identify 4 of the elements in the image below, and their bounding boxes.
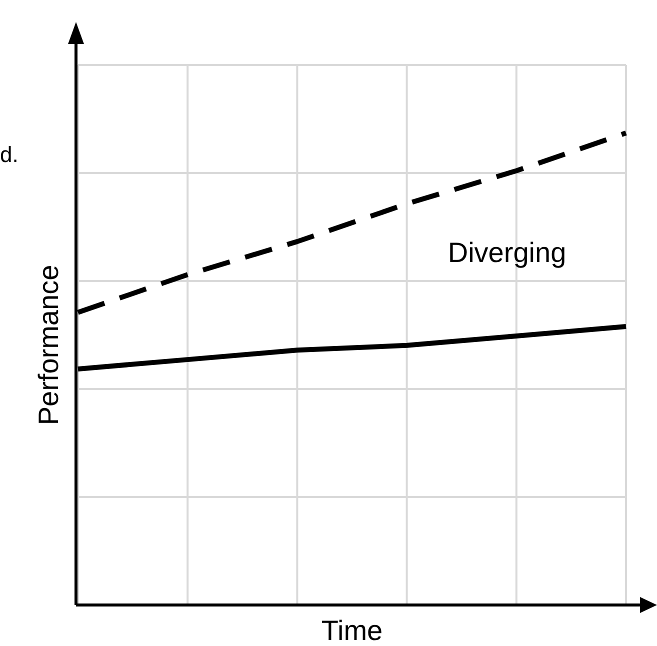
annotation: Diverging — [448, 237, 566, 268]
y-axis-title: Performance — [33, 264, 64, 426]
x-axis-title: Time — [321, 615, 383, 646]
text: d. — [0, 142, 18, 167]
